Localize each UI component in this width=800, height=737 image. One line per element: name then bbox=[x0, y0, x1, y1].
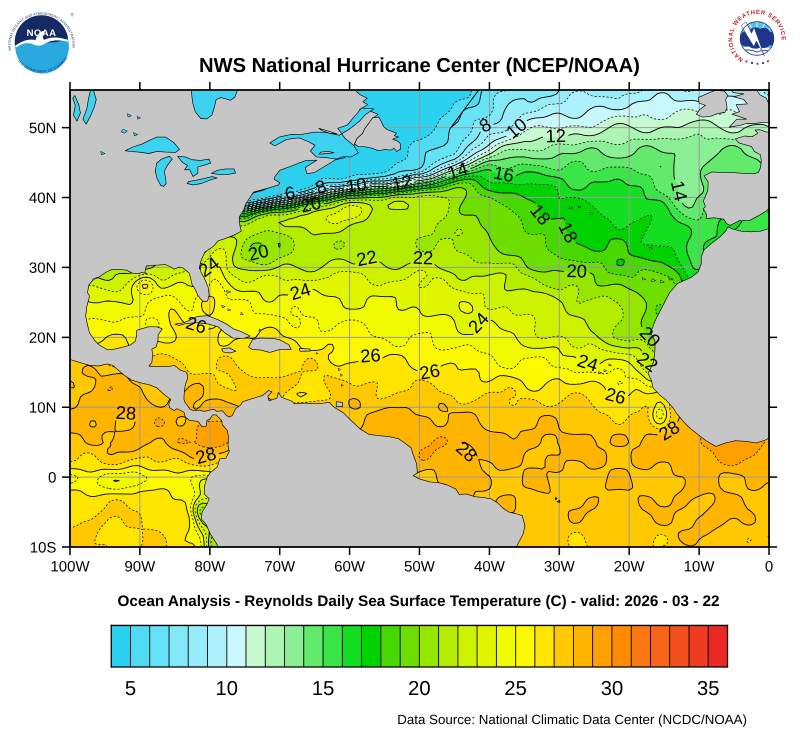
svg-text:NOAA: NOAA bbox=[27, 28, 57, 39]
svg-text:®: ® bbox=[71, 13, 75, 18]
